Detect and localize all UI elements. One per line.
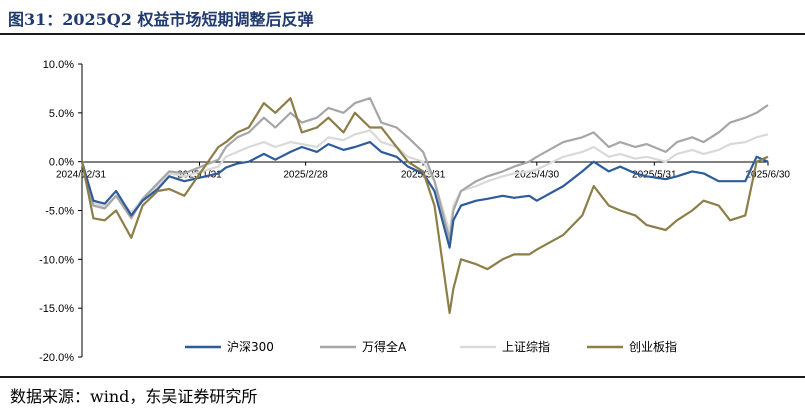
x-tick-label: 2025/5/31 [632,170,677,181]
footer-rule [0,376,805,378]
y-tick-label: -10.0% [39,254,74,266]
x-tick-label: 2025/4/30 [515,170,560,181]
y-tick-label: -5.0% [45,206,74,218]
legend-label: 上证综指 [502,339,550,354]
source-note: 数据来源：wind，东吴证券研究所 [10,387,258,406]
series-line-0 [80,141,769,249]
x-tick-label: 2024/12/31 [56,170,106,181]
series-lines [80,97,769,315]
y-tick-label: -20.0% [39,352,74,364]
y-tick-label: 5.0% [49,108,74,120]
y-tick-labels: 10.0% 5.0% 0.0% -5.0% -10.0% -15.0% -20.0% [39,59,82,364]
legend: 沪深300 万得全A 上证综指 创业板指 [185,339,677,354]
title-rule [0,33,805,35]
y-tick-label: 10.0% [43,59,74,71]
y-tick-label: 0.0% [49,157,74,169]
figure-title: 图31：2025Q2 权益市场短期调整后反弹 [8,10,314,29]
legend-label: 万得全A [362,339,407,354]
y-tick-label: -15.0% [39,303,74,315]
series-line-1 [80,97,769,241]
series-line-3 [80,97,769,315]
x-tick-label: 2025/2/28 [283,170,328,181]
x-tick-label: 2025/6/30 [746,170,791,181]
legend-label: 创业板指 [629,339,677,354]
legend-label: 沪深300 [227,340,274,354]
